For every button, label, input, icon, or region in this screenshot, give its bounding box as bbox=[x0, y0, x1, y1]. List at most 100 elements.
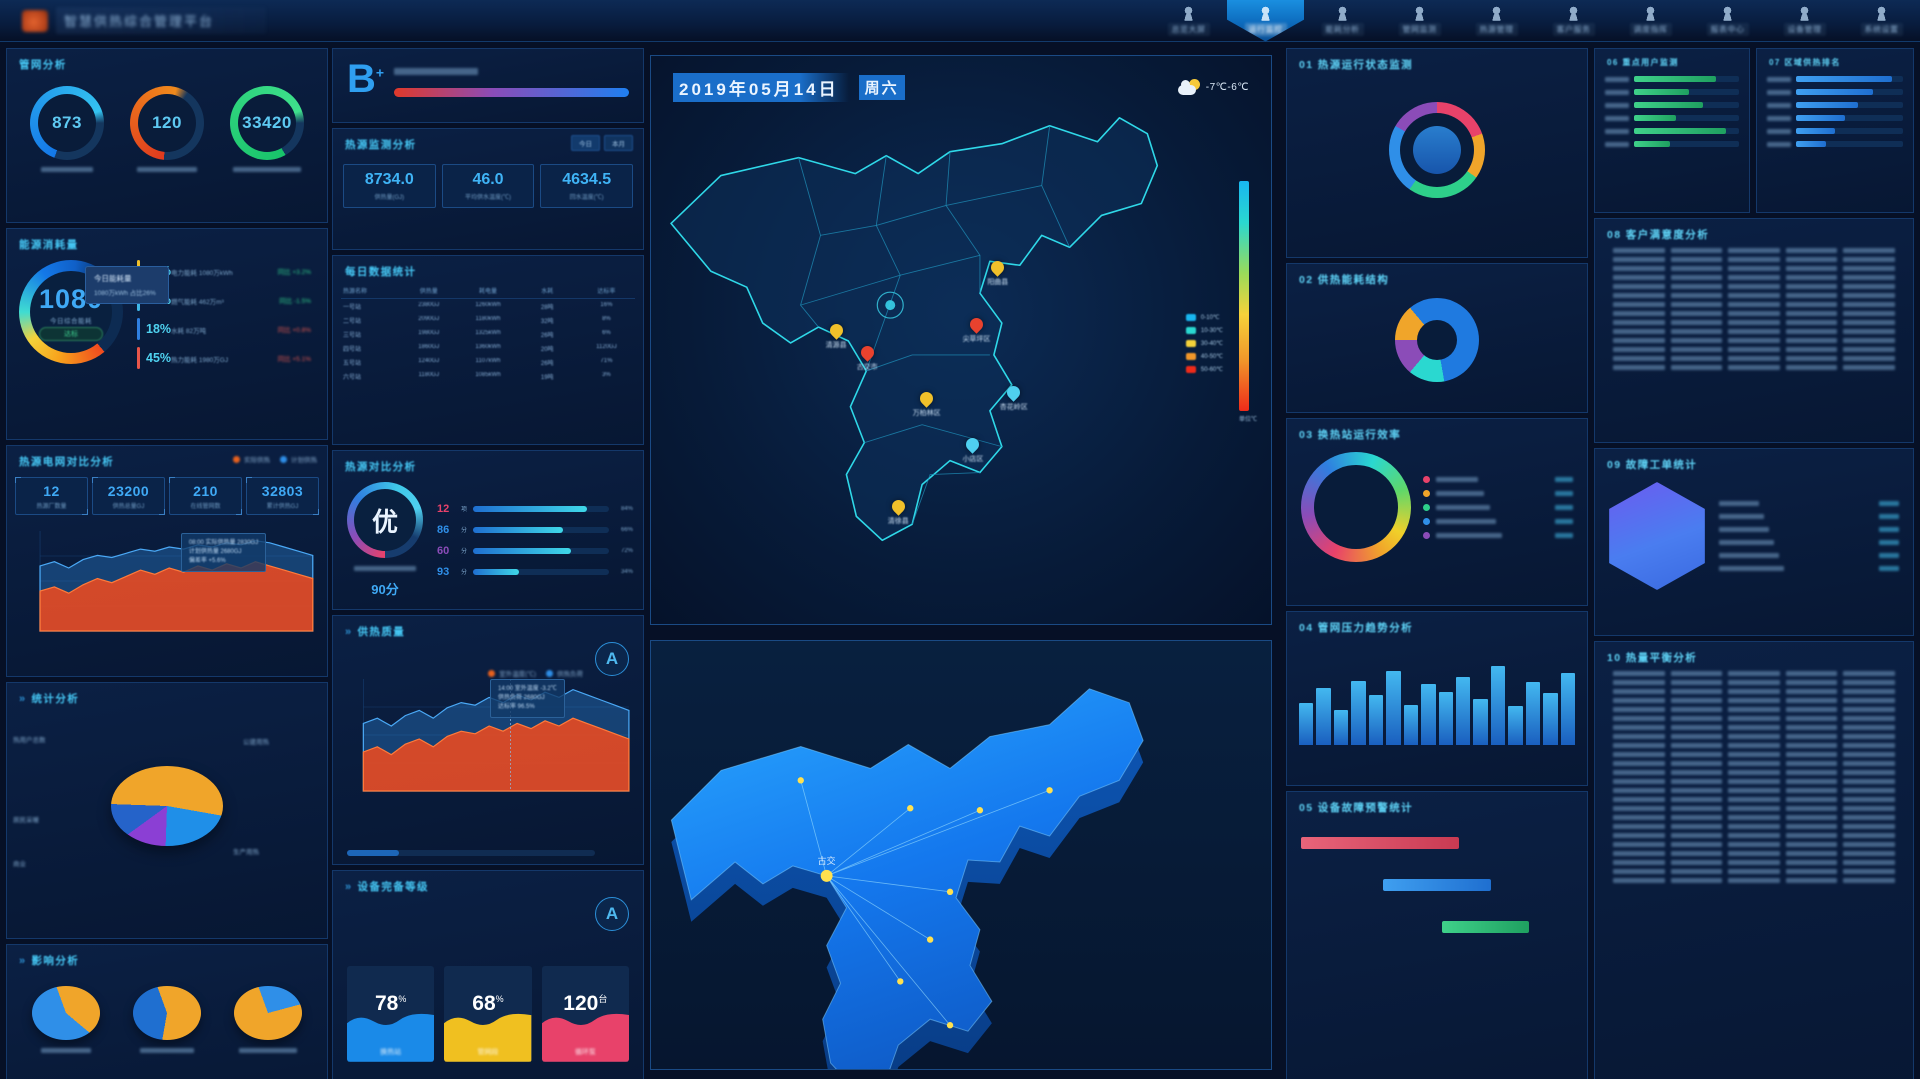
table-row[interactable]: 五号站 1240GJ 1107kWh 26吨 71% bbox=[341, 355, 635, 369]
table-row[interactable]: 四号站 1860GJ 1360kWh 20吨 1120GJ bbox=[341, 341, 635, 355]
list-item[interactable] bbox=[1603, 246, 1905, 255]
list-item[interactable] bbox=[1603, 336, 1905, 345]
list-item[interactable] bbox=[1603, 867, 1905, 876]
nav-item-1[interactable]: 运行监控 bbox=[1227, 0, 1304, 42]
device-tile-2[interactable]: 120台 循环泵 bbox=[541, 966, 629, 1062]
list-cell bbox=[1785, 806, 1838, 811]
list-item[interactable] bbox=[1603, 291, 1905, 300]
nav-item-7[interactable]: 报表中心 bbox=[1689, 0, 1766, 42]
list-item[interactable] bbox=[1603, 732, 1905, 741]
nav-item-0[interactable]: 总览大屏 bbox=[1150, 0, 1227, 42]
r1-pie-wrap bbox=[1287, 287, 1587, 392]
list-cell bbox=[1613, 761, 1665, 766]
r1-ring-legend-item-2 bbox=[1423, 503, 1573, 511]
list-item[interactable] bbox=[1603, 840, 1905, 849]
city-pin-1[interactable]: 阳曲县 bbox=[987, 258, 1008, 287]
table-cell: 28吨 bbox=[540, 304, 554, 311]
list-item[interactable] bbox=[1603, 768, 1905, 777]
list-cell bbox=[1785, 698, 1838, 703]
list-item[interactable] bbox=[1603, 327, 1905, 336]
city-pin-5[interactable]: 杏花岭区 bbox=[1000, 383, 1028, 412]
list-item[interactable] bbox=[1603, 678, 1905, 687]
list-item[interactable] bbox=[1603, 363, 1905, 372]
city-pin-2[interactable]: 古交市 bbox=[857, 343, 878, 372]
list-cell bbox=[1785, 284, 1838, 289]
list-item[interactable] bbox=[1603, 813, 1905, 822]
network-map-svg[interactable]: 古交 bbox=[651, 641, 1271, 1069]
nav-item-2[interactable]: 能耗分析 bbox=[1304, 0, 1381, 42]
list-cell bbox=[1613, 725, 1665, 730]
list-cell bbox=[1670, 779, 1723, 784]
source-tab-0[interactable]: 今日 bbox=[571, 135, 600, 151]
list-item[interactable] bbox=[1603, 876, 1905, 885]
region-heat-map-panel[interactable]: 2019年05月14日 周六 -7℃-6℃ 清源县 阳曲县 古交市 尖草坪区 万柏林区 杏… bbox=[650, 55, 1272, 625]
city-pin-3[interactable]: 尖草坪区 bbox=[962, 315, 990, 344]
list-item[interactable] bbox=[1603, 741, 1905, 750]
list-item[interactable] bbox=[1603, 759, 1905, 768]
list-cell bbox=[1785, 356, 1838, 361]
city-pin-4[interactable]: 万柏林区 bbox=[913, 389, 941, 418]
table-row[interactable]: 二号站 2090GJ 1180kWh 32吨 8% bbox=[341, 313, 635, 327]
score-bar-unit: 分 bbox=[461, 549, 468, 555]
city-pin-7[interactable]: 清徐县 bbox=[888, 497, 909, 526]
list-item[interactable] bbox=[1603, 264, 1905, 273]
device-grade-badge[interactable]: A bbox=[595, 897, 629, 931]
nav-item-4[interactable]: 热源管理 bbox=[1458, 0, 1535, 42]
table-cell: 二号站 bbox=[343, 318, 362, 325]
list-item[interactable] bbox=[1603, 300, 1905, 309]
network-3d-map-panel[interactable]: 古交 bbox=[650, 640, 1272, 1070]
city-pin-6[interactable]: 小店区 bbox=[962, 434, 983, 464]
tooltip-line: 偏差率 +5.6% bbox=[188, 558, 226, 564]
list-item[interactable] bbox=[1603, 705, 1905, 714]
list-cell bbox=[1843, 815, 1895, 820]
list-item[interactable] bbox=[1603, 354, 1905, 363]
energy-tooltip-title: 今日能耗量 bbox=[94, 274, 132, 283]
list-item[interactable] bbox=[1603, 795, 1905, 804]
list-item[interactable] bbox=[1603, 777, 1905, 786]
influence-card: 影响分析 bbox=[6, 944, 328, 1079]
list-item[interactable] bbox=[1603, 687, 1905, 696]
r1-pie bbox=[1395, 297, 1479, 382]
nav-item-6[interactable]: 调度指挥 bbox=[1612, 0, 1689, 42]
hex-legend-item-2 bbox=[1719, 527, 1899, 532]
list-item[interactable] bbox=[1603, 849, 1905, 858]
list-cell bbox=[1613, 320, 1665, 325]
list-item[interactable] bbox=[1603, 723, 1905, 732]
list-item[interactable] bbox=[1603, 282, 1905, 291]
dispatch-icon bbox=[1644, 5, 1657, 21]
quality-grade-badge[interactable]: A bbox=[595, 642, 629, 676]
region-map-svg[interactable] bbox=[651, 56, 1271, 624]
app-logo[interactable]: 智慧供热综合管理平台 bbox=[0, 7, 300, 34]
list-item[interactable] bbox=[1603, 822, 1905, 831]
nav-item-5[interactable]: 客户服务 bbox=[1535, 0, 1612, 42]
list-item[interactable] bbox=[1603, 255, 1905, 264]
list-item[interactable] bbox=[1603, 345, 1905, 354]
table-row[interactable]: 一号站 2380GJ 1260kWh 28吨 16% bbox=[341, 299, 635, 313]
list-item[interactable] bbox=[1603, 318, 1905, 327]
list-item[interactable] bbox=[1603, 858, 1905, 867]
nav-item-3[interactable]: 管网监测 bbox=[1381, 0, 1458, 42]
list-item[interactable] bbox=[1603, 273, 1905, 282]
hex-legend-item-3 bbox=[1719, 540, 1899, 545]
list-item[interactable] bbox=[1603, 309, 1905, 318]
table-row[interactable]: 六号站 1180GJ 1085kWh 19吨 3% bbox=[341, 369, 635, 383]
source-tab-1[interactable]: 本月 bbox=[604, 135, 633, 151]
city-pin-0[interactable]: 清源县 bbox=[826, 320, 847, 350]
list-item[interactable] bbox=[1603, 714, 1905, 723]
device-tile-1[interactable]: 68% 管网段 bbox=[444, 966, 532, 1062]
device-tile-0[interactable]: 78% 换热站 bbox=[347, 966, 435, 1062]
list-item[interactable] bbox=[1603, 696, 1905, 705]
list-item[interactable] bbox=[1603, 804, 1905, 813]
quality-horizontal-scrollbar[interactable] bbox=[347, 850, 595, 856]
list-cell bbox=[1785, 293, 1838, 298]
list-item[interactable] bbox=[1603, 831, 1905, 840]
list-item[interactable] bbox=[1603, 786, 1905, 795]
list-cell bbox=[1613, 680, 1665, 685]
list-item[interactable] bbox=[1603, 669, 1905, 678]
energy-consumption-card: 能源消耗量 1080 今日综合能耗 达标 今日能耗量 1080万kWh 占比26… bbox=[6, 228, 328, 440]
nav-item-9[interactable]: 系统设置 bbox=[1843, 0, 1920, 42]
nav-item-8[interactable]: 设备管理 bbox=[1766, 0, 1843, 42]
list-item[interactable] bbox=[1603, 750, 1905, 759]
legend-percent: 45% bbox=[146, 351, 172, 365]
table-row[interactable]: 三号站 1980GJ 1325kWh 26吨 6% bbox=[341, 327, 635, 341]
